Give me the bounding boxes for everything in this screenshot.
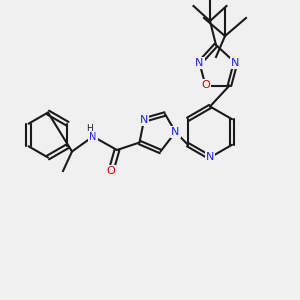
Text: O: O xyxy=(201,80,210,91)
Text: N: N xyxy=(171,127,180,137)
Text: N: N xyxy=(231,58,240,68)
Text: N: N xyxy=(89,131,97,142)
Text: N: N xyxy=(206,152,214,163)
Text: N: N xyxy=(195,58,204,68)
Text: N: N xyxy=(140,115,148,125)
Text: H: H xyxy=(86,124,93,133)
Text: O: O xyxy=(106,166,116,176)
